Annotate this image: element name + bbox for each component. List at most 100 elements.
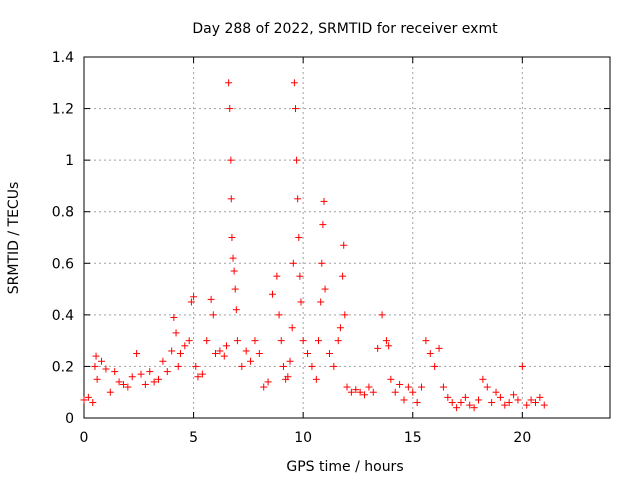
x-tick-label: 5 xyxy=(189,430,198,446)
data-point xyxy=(216,347,224,355)
y-tick-label: 0.4 xyxy=(52,308,74,324)
data-point xyxy=(523,401,531,409)
data-point xyxy=(89,399,97,407)
data-point xyxy=(264,378,272,386)
data-point xyxy=(198,370,206,378)
chart-title: Day 288 of 2022, SRMTID for receiver exm… xyxy=(192,21,498,37)
y-tick-label: 0.8 xyxy=(52,205,74,221)
data-point xyxy=(273,272,281,280)
data-point xyxy=(290,79,298,87)
data-point xyxy=(527,396,535,404)
data-point xyxy=(448,399,456,407)
data-point xyxy=(352,386,360,394)
data-point xyxy=(192,362,200,370)
data-point xyxy=(496,393,504,401)
data-point xyxy=(228,234,236,241)
data-point xyxy=(319,221,327,229)
data-point xyxy=(343,383,351,391)
data-point xyxy=(492,388,500,396)
data-point xyxy=(288,324,296,332)
data-point xyxy=(413,399,421,407)
data-point xyxy=(230,267,238,275)
data-point xyxy=(133,350,141,358)
data-point xyxy=(172,329,180,337)
data-point xyxy=(339,272,347,280)
data-point xyxy=(168,347,176,355)
data-point xyxy=(294,195,302,203)
data-point xyxy=(475,396,482,404)
data-point xyxy=(268,290,276,298)
data-point xyxy=(150,378,158,386)
data-point xyxy=(501,401,509,409)
data-point xyxy=(176,350,184,358)
x-tick-labels: 0 5 10 15 20 xyxy=(80,430,532,446)
data-point xyxy=(435,344,443,352)
data-point xyxy=(426,350,434,358)
data-point xyxy=(325,350,333,358)
data-point xyxy=(119,380,127,388)
data-point xyxy=(102,365,110,373)
data-point xyxy=(479,375,487,383)
data-point xyxy=(159,357,167,365)
data-point xyxy=(340,241,348,249)
data-point xyxy=(422,337,430,345)
x-axis-label: GPS time / hours xyxy=(286,459,403,475)
data-point xyxy=(531,399,539,407)
data-point xyxy=(80,396,88,404)
y-tick-label: 0 xyxy=(65,411,74,427)
data-point xyxy=(146,368,154,376)
data-point xyxy=(369,388,377,396)
y-tick-label: 1.2 xyxy=(52,102,74,118)
y-tick-label: 1 xyxy=(65,153,74,169)
data-point xyxy=(299,337,307,345)
data-point xyxy=(540,401,548,409)
data-point xyxy=(194,373,202,381)
data-point xyxy=(277,337,285,345)
data-point xyxy=(232,306,240,314)
y-tick-label: 1.4 xyxy=(52,50,74,66)
y-axis-label: SRMTID / TECUs xyxy=(6,182,22,295)
data-point xyxy=(461,393,469,401)
data-point xyxy=(341,311,349,319)
data-point xyxy=(378,311,386,319)
data-point xyxy=(251,337,259,345)
data-point xyxy=(418,383,426,391)
data-point xyxy=(536,393,544,401)
data-point xyxy=(233,337,241,345)
data-point xyxy=(312,375,320,383)
data-point xyxy=(190,293,198,301)
axis-ticks xyxy=(83,56,610,419)
data-point xyxy=(470,404,478,412)
data-point xyxy=(488,399,496,407)
data-point xyxy=(374,344,382,352)
grid-lines xyxy=(84,57,610,418)
data-point xyxy=(518,362,526,370)
data-point xyxy=(227,195,235,203)
data-point xyxy=(308,362,316,370)
y-tick-label: 0.6 xyxy=(52,256,74,272)
data-point xyxy=(400,396,408,404)
data-point xyxy=(453,404,461,412)
data-point xyxy=(203,337,211,345)
data-point xyxy=(356,388,364,396)
data-point xyxy=(466,401,474,409)
data-point xyxy=(209,311,217,319)
data-point xyxy=(185,337,193,345)
data-point xyxy=(141,380,149,388)
data-point xyxy=(187,298,195,306)
data-point xyxy=(111,368,119,376)
x-tick-label: 20 xyxy=(513,430,531,446)
data-point xyxy=(226,105,234,113)
data-point xyxy=(347,388,355,396)
data-point xyxy=(128,373,136,381)
data-point xyxy=(321,285,329,293)
data-point xyxy=(297,298,305,306)
data-point xyxy=(457,399,465,407)
x-tick-label: 15 xyxy=(404,430,422,446)
data-point xyxy=(293,156,301,164)
data-point xyxy=(174,362,182,370)
data-point xyxy=(317,298,325,306)
data-point xyxy=(137,370,145,378)
data-point xyxy=(286,357,294,365)
